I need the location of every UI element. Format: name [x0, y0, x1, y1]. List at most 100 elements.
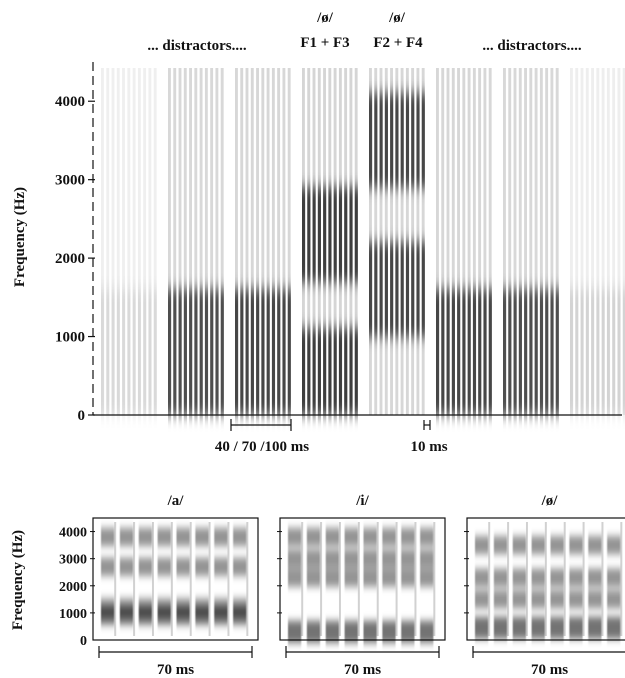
harmonic-stripe: [282, 68, 286, 415]
stimulus-distractor: [168, 68, 224, 415]
harmonic-stripe: [488, 68, 492, 415]
harmonic-stripe: [508, 68, 512, 415]
burst-duration-bracket: [423, 420, 431, 430]
bottom-spectrogram-panels: 70 ms 70 ms 70 ms: [90, 517, 625, 678]
harmonic-stripe: [513, 68, 517, 415]
vowel-title: /a/: [167, 493, 185, 509]
harmonic-stripe: [472, 68, 476, 415]
vowel-formants: [475, 536, 621, 639]
pulse-line: [208, 522, 211, 636]
stimulus-target: [369, 68, 425, 415]
harmonic-stripe: [416, 68, 420, 415]
y-tick-label: 3000: [55, 173, 85, 189]
pulse-line: [320, 522, 323, 636]
harmonic-stripe: [441, 68, 445, 415]
harmonic-stripe: [215, 68, 219, 415]
formant-band: [369, 241, 425, 337]
pulse-line: [544, 522, 547, 636]
stimulus-distractor: [101, 68, 157, 415]
harmonic-stripe: [575, 68, 579, 415]
harmonic-stripe: [534, 68, 538, 415]
pulse-line: [246, 522, 249, 636]
top-y-axis-label: Frequency (Hz): [12, 187, 28, 287]
harmonic-stripe: [462, 68, 466, 415]
target1-formants-label: F1 + F3: [300, 35, 349, 51]
pulse-line: [507, 522, 510, 636]
pulse-line: [170, 522, 173, 636]
harmonic-stripe: [451, 68, 455, 415]
harmonic-stripe: [596, 68, 600, 415]
formant-band: [503, 289, 559, 415]
formant-band: [168, 289, 224, 415]
harmonic-stripe: [617, 68, 621, 415]
harmonic-stripe: [550, 68, 554, 415]
distractors-right-label: ... distractors....: [482, 38, 581, 54]
harmonic-stripe: [194, 68, 198, 415]
harmonic-stripe: [612, 68, 616, 415]
pulse-line: [488, 522, 491, 636]
bottom-y-tick-label: 3000: [59, 553, 87, 568]
y-tick-label: 0: [78, 408, 86, 424]
harmonic-stripe: [266, 68, 270, 415]
harmonic-stripe: [384, 68, 388, 415]
harmonic-stripe: [529, 68, 533, 415]
harmonic-stripe: [220, 68, 224, 415]
harmonic-stripe: [446, 68, 450, 415]
harmonic-stripe: [204, 68, 208, 415]
gap-duration-label: 40 / 70 /100 ms: [215, 439, 309, 455]
harmonic-stripe: [524, 68, 527, 415]
pulse-line: [582, 522, 585, 636]
pulse-line: [338, 522, 341, 636]
formant-band: [101, 289, 157, 415]
vowel-title: /ø/: [541, 493, 559, 509]
formant-band: [369, 92, 425, 188]
duration-label: 70 ms: [157, 662, 194, 678]
harmonic-stripe: [101, 68, 104, 415]
harmonic-stripe: [601, 68, 605, 415]
harmonic-stripe: [106, 68, 110, 415]
pulse-line: [301, 522, 304, 636]
harmonic-stripe: [585, 68, 589, 415]
vowel-panel: 70 ms: [90, 517, 259, 678]
duration-label: 70 ms: [344, 662, 381, 678]
stimulus-distractor: [503, 68, 559, 415]
bottom-y-tick-label: 2000: [59, 580, 87, 595]
duration-bracket: [98, 646, 253, 658]
harmonic-stripe: [395, 68, 399, 415]
harmonic-stripe: [379, 68, 383, 415]
pulse-line: [376, 522, 379, 636]
harmonic-stripe: [235, 68, 238, 415]
harmonic-stripe: [183, 68, 187, 415]
target2-symbol-label: /ø/: [388, 10, 406, 26]
top-y-ticks: 0 1000 2000 3000 4000: [55, 94, 95, 424]
formant-band: [302, 187, 358, 283]
stimulus-distractor: [570, 68, 625, 415]
harmonic-stripe: [153, 68, 157, 415]
harmonic-stripe: [405, 68, 409, 415]
harmonic-stripe: [287, 68, 291, 415]
duration-bracket: [472, 646, 625, 658]
harmonic-stripe: [570, 68, 573, 415]
bottom-y-tick-label: 0: [80, 634, 87, 649]
harmonic-stripe: [245, 68, 249, 415]
formant-band: [235, 289, 291, 415]
duration-label: 70 ms: [531, 662, 568, 678]
y-tick-label: 4000: [55, 94, 85, 110]
vowel-panel: 70 ms: [277, 517, 446, 678]
stimulus-target: [302, 68, 358, 415]
y-tick-label: 1000: [55, 330, 85, 346]
pulse-line: [433, 522, 436, 636]
harmonic-stripe: [127, 68, 131, 415]
harmonic-stripe: [111, 68, 115, 415]
vowel-formants: [288, 527, 434, 643]
harmonic-stripe: [240, 68, 244, 415]
harmonic-stripe: [591, 68, 594, 415]
harmonic-stripe: [178, 68, 182, 415]
pulse-line: [357, 522, 360, 636]
harmonic-stripe: [116, 68, 120, 415]
harmonic-stripe: [545, 68, 549, 415]
harmonic-stripe: [132, 68, 136, 415]
harmonic-stripe: [173, 68, 177, 415]
formant-band: [570, 289, 625, 415]
